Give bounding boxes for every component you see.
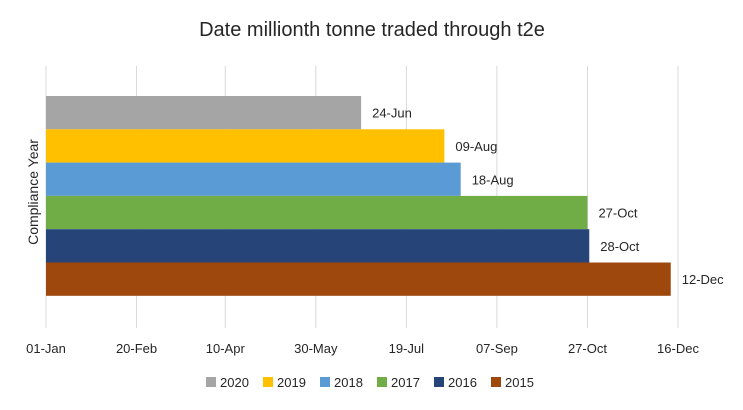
legend: 2020 2019 2018 2017 2016 2015	[206, 375, 534, 390]
x-tick-label: 20-Feb	[116, 341, 157, 356]
data-labels: 24-Jun 09-Aug 18-Aug 27-Oct 28-Oct 12-Dec	[372, 106, 724, 287]
legend-label-2019: 2019	[277, 375, 306, 390]
bars	[46, 96, 671, 296]
x-axis-ticks: 01-Jan 20-Feb 10-Apr 30-May 19-Jul 07-Sep 27-O…	[26, 341, 699, 356]
x-tick-label: 10-Apr	[206, 341, 246, 356]
legend-swatch-2020	[206, 377, 216, 387]
data-label-2016: 28-Oct	[600, 239, 639, 254]
y-axis-title: Compliance Year	[25, 139, 41, 245]
legend-label-2020: 2020	[220, 375, 249, 390]
chart-title: Date millionth tonne traded through t2e	[199, 19, 545, 41]
bar-2017	[46, 195, 588, 230]
data-label-2015: 12-Dec	[682, 272, 724, 287]
legend-label-2016: 2016	[448, 375, 477, 390]
x-tick-label: 19-Jul	[389, 341, 425, 356]
bar-2015	[46, 262, 671, 296]
data-label-2017: 27-Oct	[598, 206, 637, 221]
data-label-2019: 09-Aug	[455, 139, 497, 154]
legend-swatch-2019	[263, 377, 273, 387]
legend-swatch-2015	[491, 377, 501, 387]
x-tick-label: 30-May	[294, 341, 338, 356]
x-tick-label: 07-Sep	[476, 341, 518, 356]
bar-2016	[46, 229, 590, 263]
data-label-2020: 24-Jun	[372, 106, 412, 121]
legend-swatch-2018	[320, 377, 330, 387]
legend-swatch-2016	[434, 377, 444, 387]
legend-swatch-2017	[377, 377, 387, 387]
x-tick-label: 01-Jan	[26, 341, 66, 356]
bar-2019	[46, 129, 445, 163]
bar-2020	[46, 96, 362, 130]
legend-label-2017: 2017	[391, 375, 420, 390]
x-tick-label: 16-Dec	[657, 341, 699, 356]
bar-2018	[46, 162, 461, 196]
legend-label-2018: 2018	[334, 375, 363, 390]
legend-label-2015: 2015	[505, 375, 534, 390]
data-label-2018: 18-Aug	[472, 172, 514, 187]
x-tick-label: 27-Oct	[568, 341, 607, 356]
